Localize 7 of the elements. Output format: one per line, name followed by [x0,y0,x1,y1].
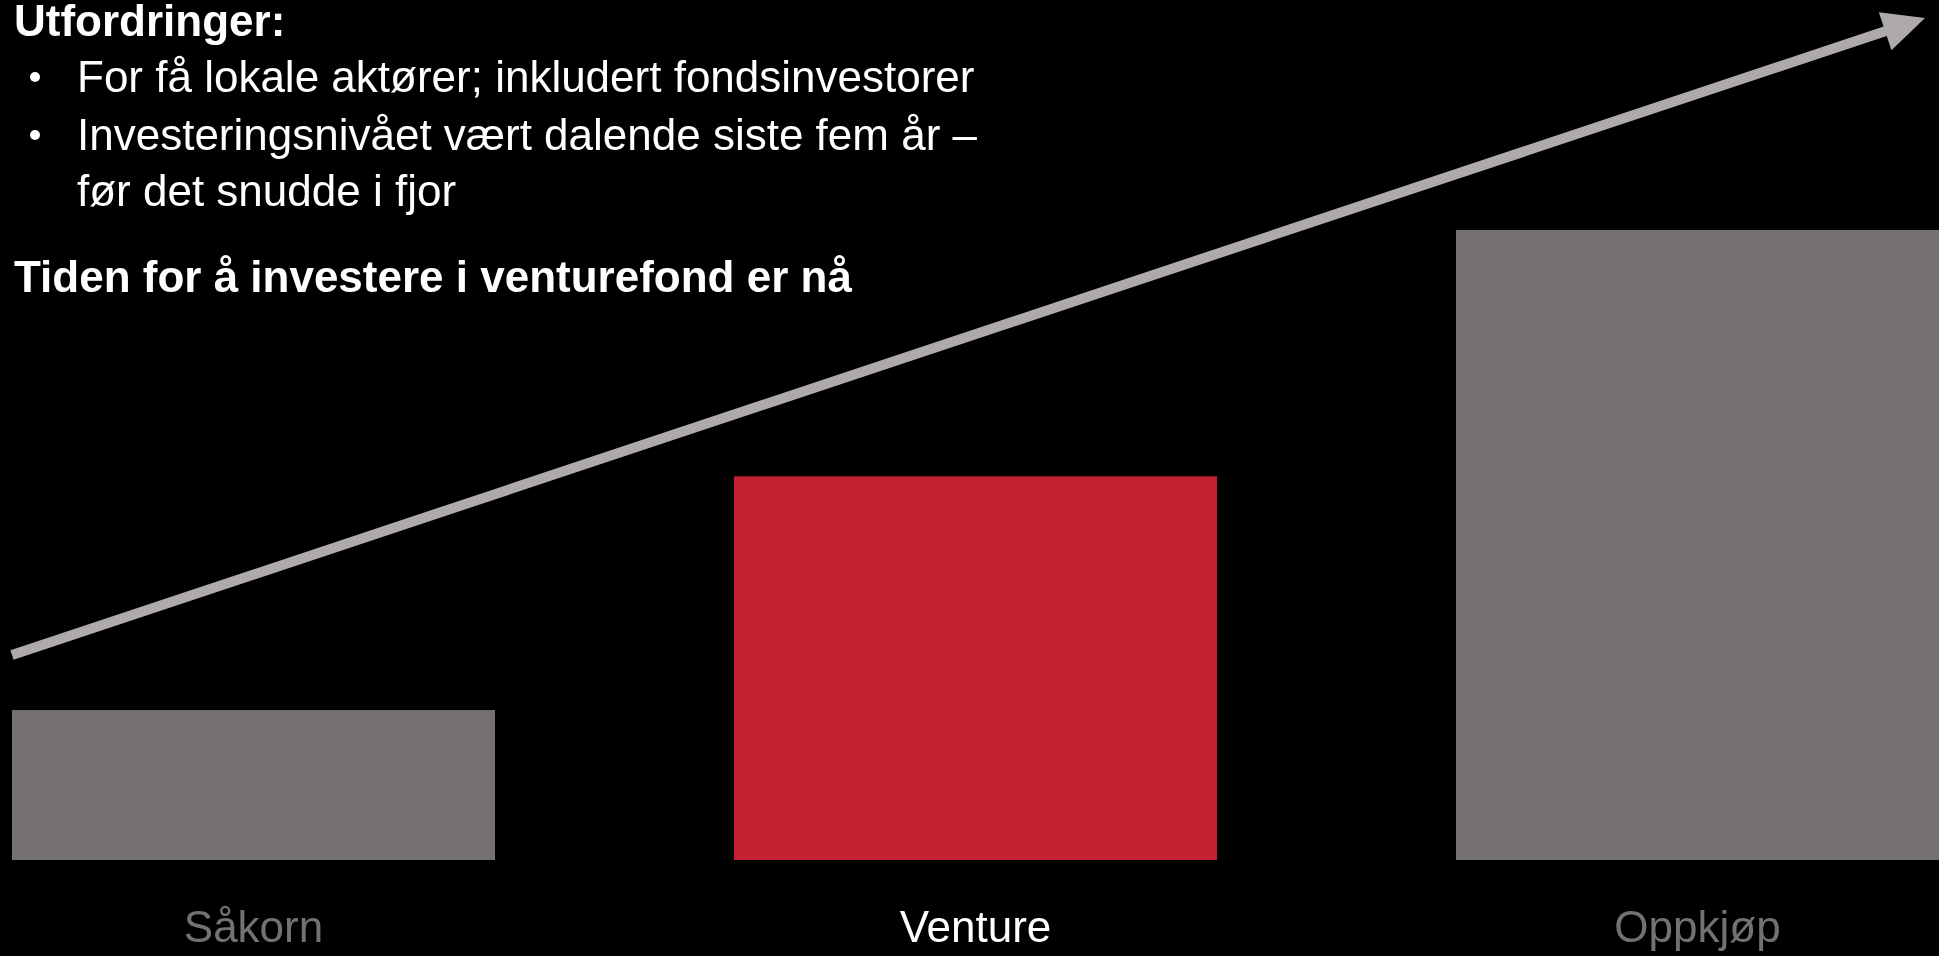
annotation: Tiden for å investere i venturefond er nå [14,252,853,301]
x-tick-label: Oppkjøp [1614,902,1781,951]
x-tick-label: Venture [899,902,1052,951]
x-tick-label: Såkorn [183,902,324,951]
chart-title: Utfordringer: [14,0,286,45]
text: For få lokale aktører; inkludert fondsinvestorer [77,52,975,101]
text: Investeringsnivået vært dalende siste fem år – før det snudde i fjor [77,110,978,215]
